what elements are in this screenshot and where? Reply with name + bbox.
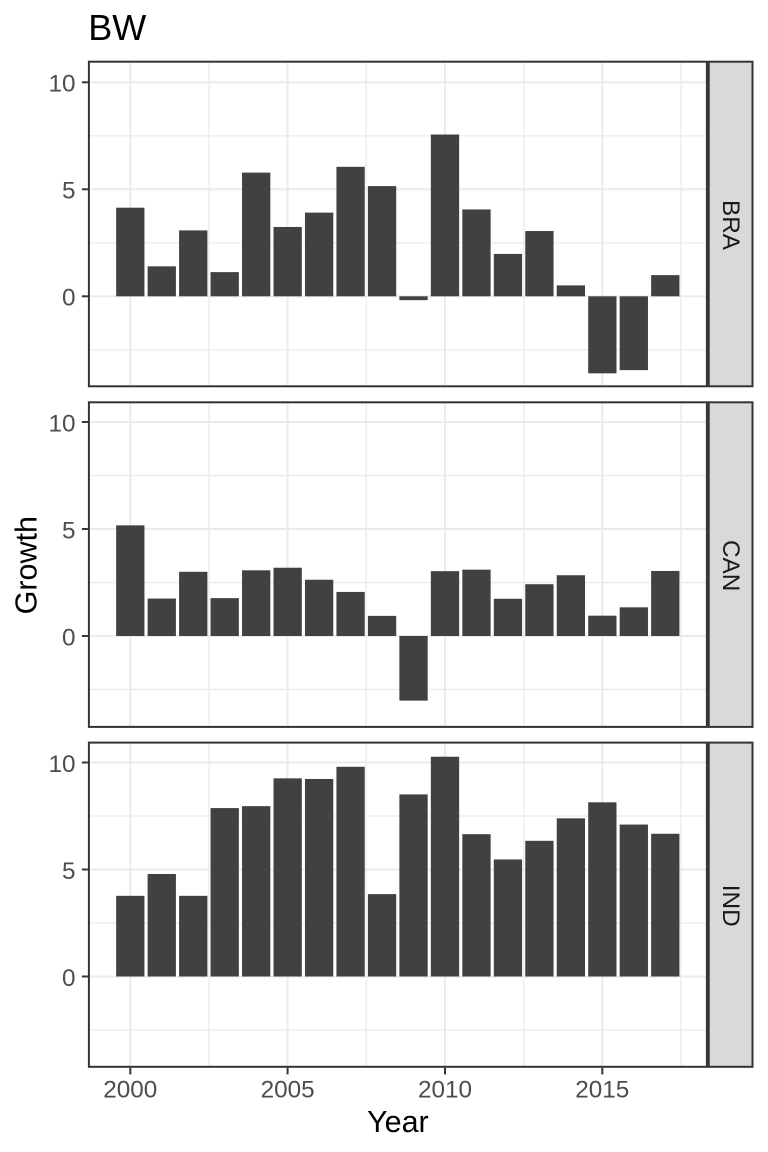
svg-text:0: 0 bbox=[62, 965, 76, 992]
svg-text:10: 10 bbox=[48, 410, 75, 437]
svg-text:2000: 2000 bbox=[103, 1076, 157, 1103]
svg-text:2010: 2010 bbox=[418, 1076, 472, 1103]
svg-text:0: 0 bbox=[62, 624, 76, 651]
svg-text:Growth: Growth bbox=[10, 516, 44, 614]
svg-text:CAN: CAN bbox=[717, 540, 744, 591]
svg-text:10: 10 bbox=[48, 751, 75, 778]
svg-text:5: 5 bbox=[62, 178, 76, 205]
svg-text:2005: 2005 bbox=[261, 1076, 315, 1103]
svg-text:2015: 2015 bbox=[575, 1076, 629, 1103]
svg-text:BW: BW bbox=[88, 7, 146, 48]
svg-text:0: 0 bbox=[62, 285, 76, 312]
svg-text:10: 10 bbox=[48, 71, 75, 98]
svg-text:5: 5 bbox=[62, 858, 76, 885]
svg-text:Year: Year bbox=[367, 1105, 429, 1139]
svg-text:BRA: BRA bbox=[717, 200, 744, 251]
svg-text:IND: IND bbox=[717, 885, 744, 927]
svg-text:5: 5 bbox=[62, 517, 76, 544]
